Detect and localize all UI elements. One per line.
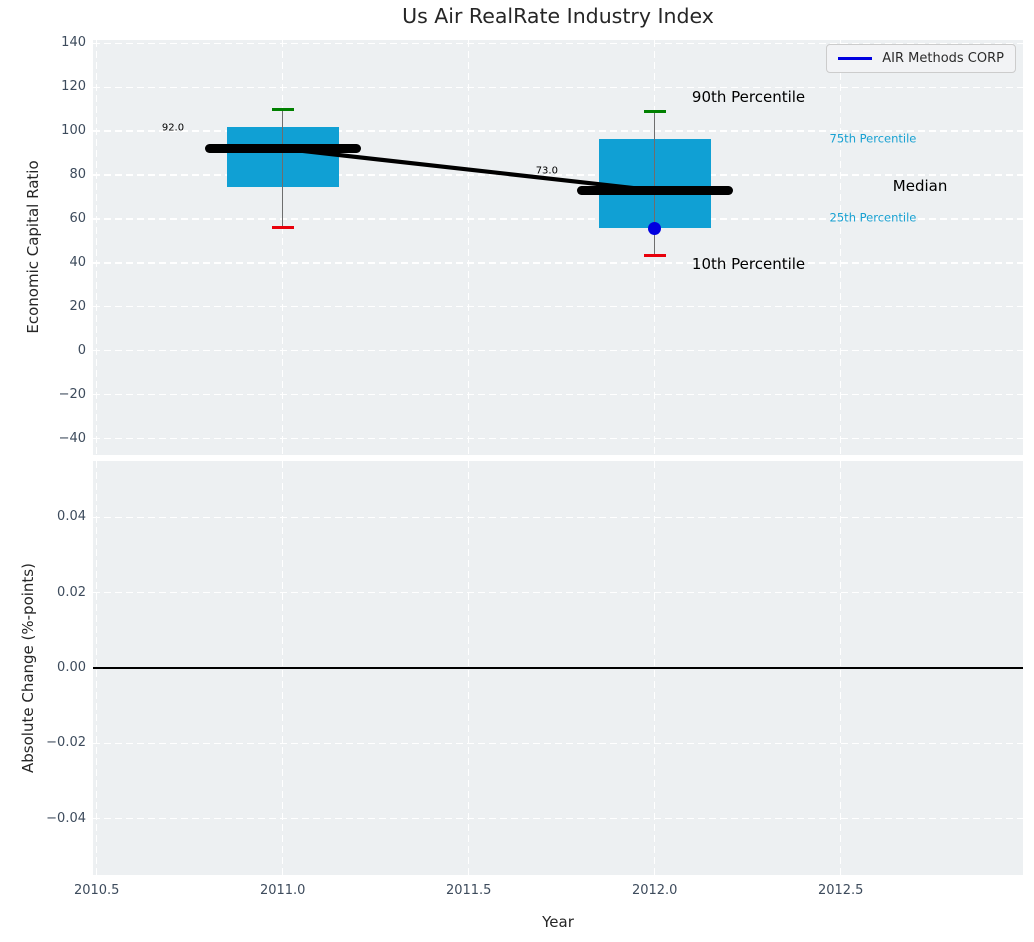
boxplot-whisker: [281, 109, 284, 228]
y-tick-label: 100: [61, 123, 86, 139]
legend-label: AIR Methods CORP: [882, 51, 1004, 66]
boxplot-cap-10th: [643, 253, 666, 257]
y-tick-label: 120: [61, 79, 86, 95]
gridline-horizontal: [93, 174, 1023, 176]
y-tick-label: 80: [69, 167, 86, 183]
gridline-horizontal: [93, 350, 1023, 352]
y-tick-label: 0: [77, 342, 86, 358]
boxplot-cap-90th: [643, 109, 666, 113]
y-tick-label: 140: [61, 35, 86, 51]
annotation-75th-percentile: 75th Percentile: [829, 131, 917, 146]
annotation-25th-percentile: 25th Percentile: [829, 210, 917, 225]
legend: AIR Methods CORP: [826, 44, 1016, 73]
y-tick-label: −20: [58, 386, 86, 402]
y-tick-label: −40: [58, 430, 86, 446]
y-tick-label: −0.04: [46, 810, 86, 826]
boxplot-median-bar: [576, 185, 733, 195]
gridline-horizontal: [93, 742, 1023, 744]
x-axis-label: Year: [542, 913, 574, 931]
gridline-horizontal: [93, 130, 1023, 132]
gridline-horizontal: [93, 437, 1023, 440]
gridline-horizontal: [93, 306, 1023, 308]
x-tick-label: 2010.5: [73, 883, 120, 898]
gridline-horizontal: [93, 393, 1023, 396]
bottom-plot-area: [93, 461, 1023, 875]
gridline-vertical: [96, 40, 98, 455]
x-tick-label: 2012.0: [631, 883, 678, 898]
y-tick-label: 60: [69, 210, 86, 226]
gridline-vertical: [468, 40, 470, 455]
gridline-horizontal: [93, 86, 1023, 88]
boxplot-whisker: [653, 111, 656, 256]
y-tick-label: −0.02: [46, 735, 86, 751]
median-trend-line: [280, 146, 657, 193]
y-tick-label: 40: [69, 254, 86, 270]
boxplot-cap-90th: [271, 107, 294, 111]
company-data-point: [648, 222, 662, 236]
zero-reference-line: [93, 667, 1023, 669]
annotation-median: Median: [892, 176, 948, 195]
gridline-horizontal: [93, 218, 1023, 220]
x-tick-label: 2011.0: [259, 883, 306, 898]
y-tick-label: 0.04: [57, 509, 86, 525]
gridline-horizontal: [93, 262, 1023, 264]
boxplot-cap-10th: [271, 226, 294, 230]
gridline-horizontal: [93, 516, 1023, 519]
annotation-73-0: 73.0: [535, 165, 558, 177]
top-plot-area: AIR Methods CORP 92.0 73.0 90th Percentile…: [93, 40, 1023, 455]
gridline-horizontal: [93, 42, 1023, 44]
gridline-horizontal: [93, 817, 1023, 820]
annotation-92-0: 92.0: [161, 122, 185, 134]
annotation-90th-percentile: 90th Percentile: [691, 87, 806, 106]
boxplot-median-bar: [204, 144, 361, 154]
y-tick-label: 0.02: [57, 584, 86, 600]
gridline-horizontal: [93, 592, 1023, 594]
gridline-vertical: [282, 40, 284, 455]
y-tick-label: 0.00: [57, 660, 86, 675]
x-tick-label: 2011.5: [445, 883, 492, 898]
y-tick-label: 20: [69, 298, 86, 314]
x-tick-label: 2012.5: [817, 883, 864, 898]
chart-title: Us Air RealRate Industry Index: [402, 4, 714, 28]
gridline-vertical: [840, 40, 842, 455]
annotation-10th-percentile: 10th Percentile: [691, 254, 806, 273]
legend-line-icon: [838, 57, 873, 60]
